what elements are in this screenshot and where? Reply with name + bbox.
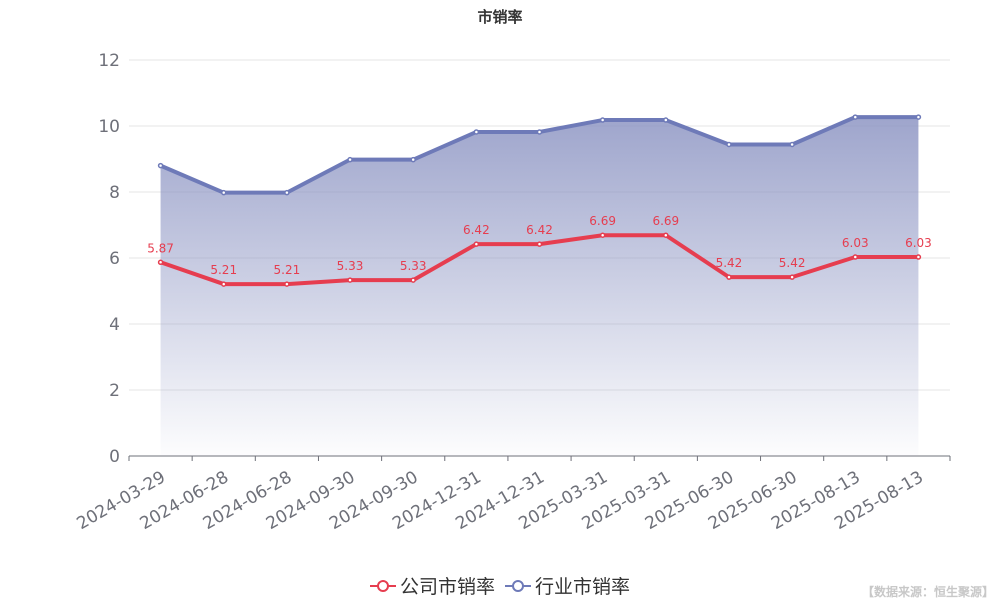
y-tick-label: 10 — [98, 117, 120, 137]
data-label: 6.03 — [842, 236, 869, 250]
data-point — [789, 141, 795, 148]
legend-label: 行业市销率 — [535, 576, 631, 598]
y-tick-label: 2 — [109, 381, 120, 401]
data-label: 6.42 — [526, 223, 553, 237]
data-label: 6.42 — [463, 223, 490, 237]
data-label: 5.42 — [716, 256, 743, 270]
data-point — [347, 277, 353, 283]
data-label: 6.03 — [905, 236, 932, 250]
y-tick-label: 0 — [109, 447, 120, 467]
series-lines — [157, 114, 922, 287]
data-point — [852, 114, 859, 120]
y-tick-label: 12 — [98, 51, 120, 71]
data-source-note: 【数据来源：恒生聚源】 — [861, 585, 994, 599]
data-point — [663, 117, 669, 123]
series-area-fill — [160, 117, 919, 456]
data-point — [852, 254, 859, 260]
data-point — [410, 277, 416, 283]
data-point — [157, 259, 164, 266]
data-point — [599, 232, 606, 238]
data-label: 5.87 — [147, 241, 174, 255]
data-label: 5.42 — [779, 256, 806, 270]
data-label: 5.21 — [274, 263, 301, 277]
x-axis: 2024-03-292024-06-282024-06-282024-09-30… — [73, 455, 951, 534]
y-tick-label: 4 — [109, 315, 120, 335]
data-point — [536, 129, 543, 135]
data-point — [726, 141, 732, 148]
data-point — [599, 117, 606, 123]
data-point — [915, 114, 922, 120]
data-point — [347, 156, 353, 163]
legend-item-industry[interactable]: 行业市销率 — [505, 572, 630, 599]
data-point — [915, 254, 922, 260]
data-label: 5.33 — [337, 259, 364, 273]
data-point — [789, 274, 795, 280]
y-tick-label: 6 — [109, 249, 120, 269]
data-point — [726, 274, 732, 280]
data-point — [220, 189, 227, 196]
data-point — [473, 241, 480, 247]
data-point — [663, 232, 669, 238]
chart-title: 市销率 — [477, 8, 522, 26]
data-labels: 5.87 5.21 5.21 5.33 5.33 6.42 6.42 6.69 6.69 5.42… — [147, 214, 932, 277]
data-point — [536, 241, 543, 247]
data-point — [284, 189, 290, 196]
data-label: 5.21 — [210, 263, 237, 277]
data-point — [220, 281, 227, 287]
legend-line-circle-icon — [369, 579, 396, 592]
data-point — [157, 162, 164, 169]
legend: 公司市销率 行业市销率 — [0, 572, 1000, 599]
data-label: 6.69 — [589, 214, 616, 228]
legend-line-circle-icon — [505, 579, 531, 592]
legend-item-company[interactable]: 公司市销率 — [369, 572, 495, 599]
data-label: 5.33 — [400, 259, 427, 273]
y-tick-label: 8 — [109, 183, 120, 203]
data-point — [410, 156, 416, 163]
industry-area — [160, 117, 919, 456]
data-point — [473, 129, 480, 135]
y-axis: 0 2 4 6 8 10 12 — [98, 51, 120, 467]
data-label: 6.69 — [652, 214, 679, 228]
data-point — [284, 281, 290, 287]
legend-label: 公司市销率 — [399, 576, 495, 598]
